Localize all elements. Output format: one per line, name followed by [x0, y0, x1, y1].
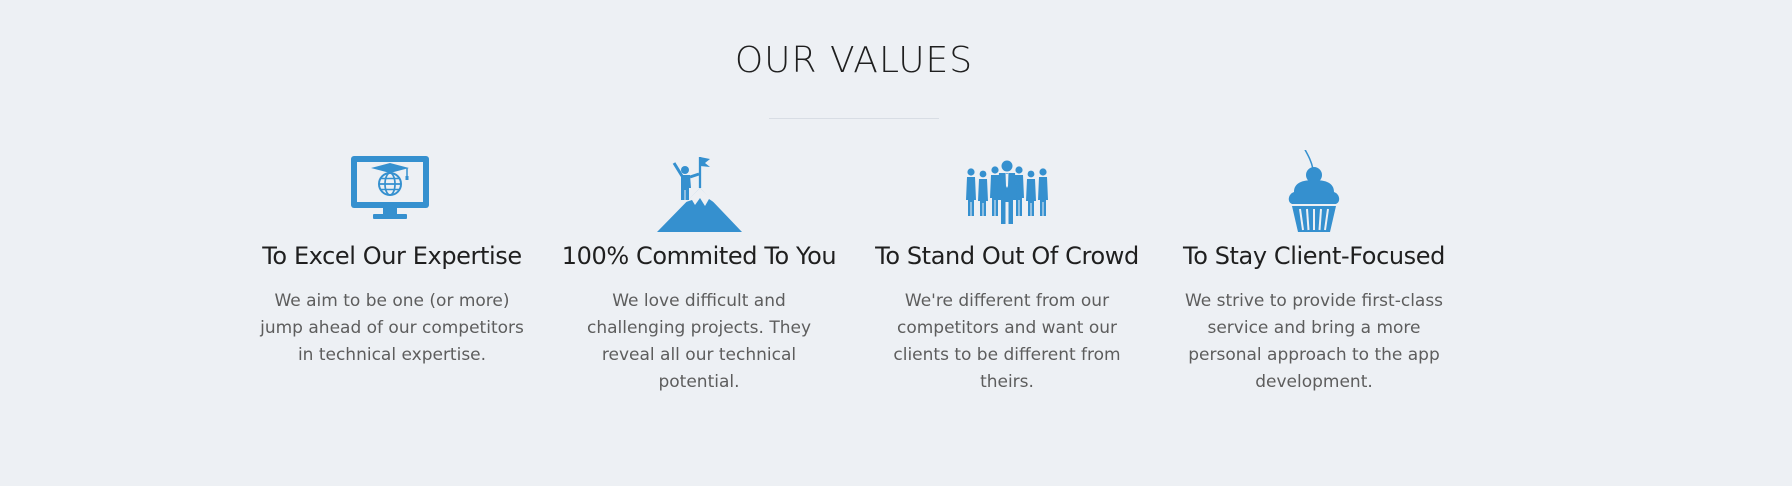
value-text-stand-out: We're different from our competitors and…: [893, 291, 1121, 392]
value-title-stand-out: To Stand Out Of Crowd: [875, 242, 1139, 270]
value-text-expertise: We aim to be one (or more) jump ahead of…: [260, 291, 524, 365]
value-card-client-focused: To Stay Client-Focused We strive to prov…: [1164, 150, 1464, 396]
value-title-client-focused: To Stay Client-Focused: [1183, 242, 1445, 270]
value-card-stand-out: To Stand Out Of Crowd We're different fr…: [857, 150, 1157, 396]
value-text-commitment: We love difficult and challenging projec…: [586, 291, 812, 392]
value-title-expertise: To Excel Our Expertise: [262, 242, 522, 270]
value-title-commitment: 100% Commited To You: [561, 242, 837, 270]
value-card-expertise: To Excel Our Expertise We aim to be one …: [242, 150, 542, 369]
value-text-client-focused: We strive to provide first-class service…: [1184, 291, 1444, 392]
title-divider: [769, 118, 939, 119]
crowd-standing-out-icon: [966, 160, 1048, 224]
value-card-commitment: 100% Commited To You We love difficult a…: [549, 150, 849, 396]
monitor-graduation-globe-icon: [351, 156, 429, 219]
section-title: OUR VALUES: [734, 40, 974, 81]
mountain-flag-climber-icon: [657, 157, 742, 232]
cupcake-cherry-icon: [1288, 150, 1340, 232]
